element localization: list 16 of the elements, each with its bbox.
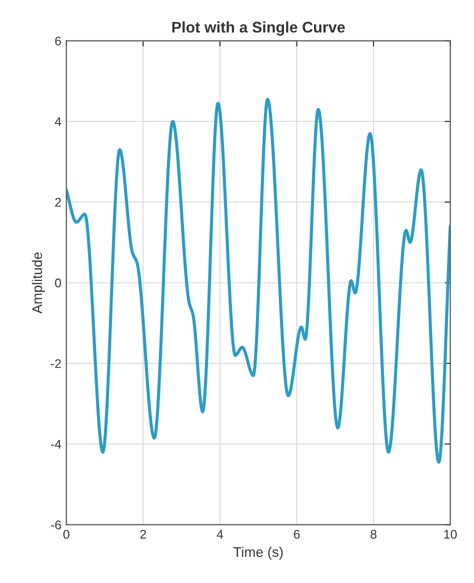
chart-title: Plot with a Single Curve (172, 21, 345, 36)
x-tick-label: 4 (216, 530, 224, 539)
y-tick-label: -6 (50, 520, 61, 530)
x-axis-title: Time (s) (233, 546, 283, 560)
y-tick-label: 4 (54, 117, 62, 126)
x-tick-label: 8 (370, 530, 376, 539)
x-tick-label: 0 (63, 530, 70, 539)
x-tick-label: 10 (444, 530, 457, 539)
y-tick-label: -2 (50, 359, 61, 368)
y-tick-label: 0 (55, 278, 62, 288)
x-tick-label: 2 (140, 530, 146, 539)
y-tick-label: -4 (50, 440, 62, 449)
y-tick-label: 6 (55, 36, 61, 46)
y-tick-label: 2 (55, 198, 61, 207)
x-tick-label: 6 (294, 530, 300, 539)
y-axis-title: Amplitude (32, 252, 45, 314)
